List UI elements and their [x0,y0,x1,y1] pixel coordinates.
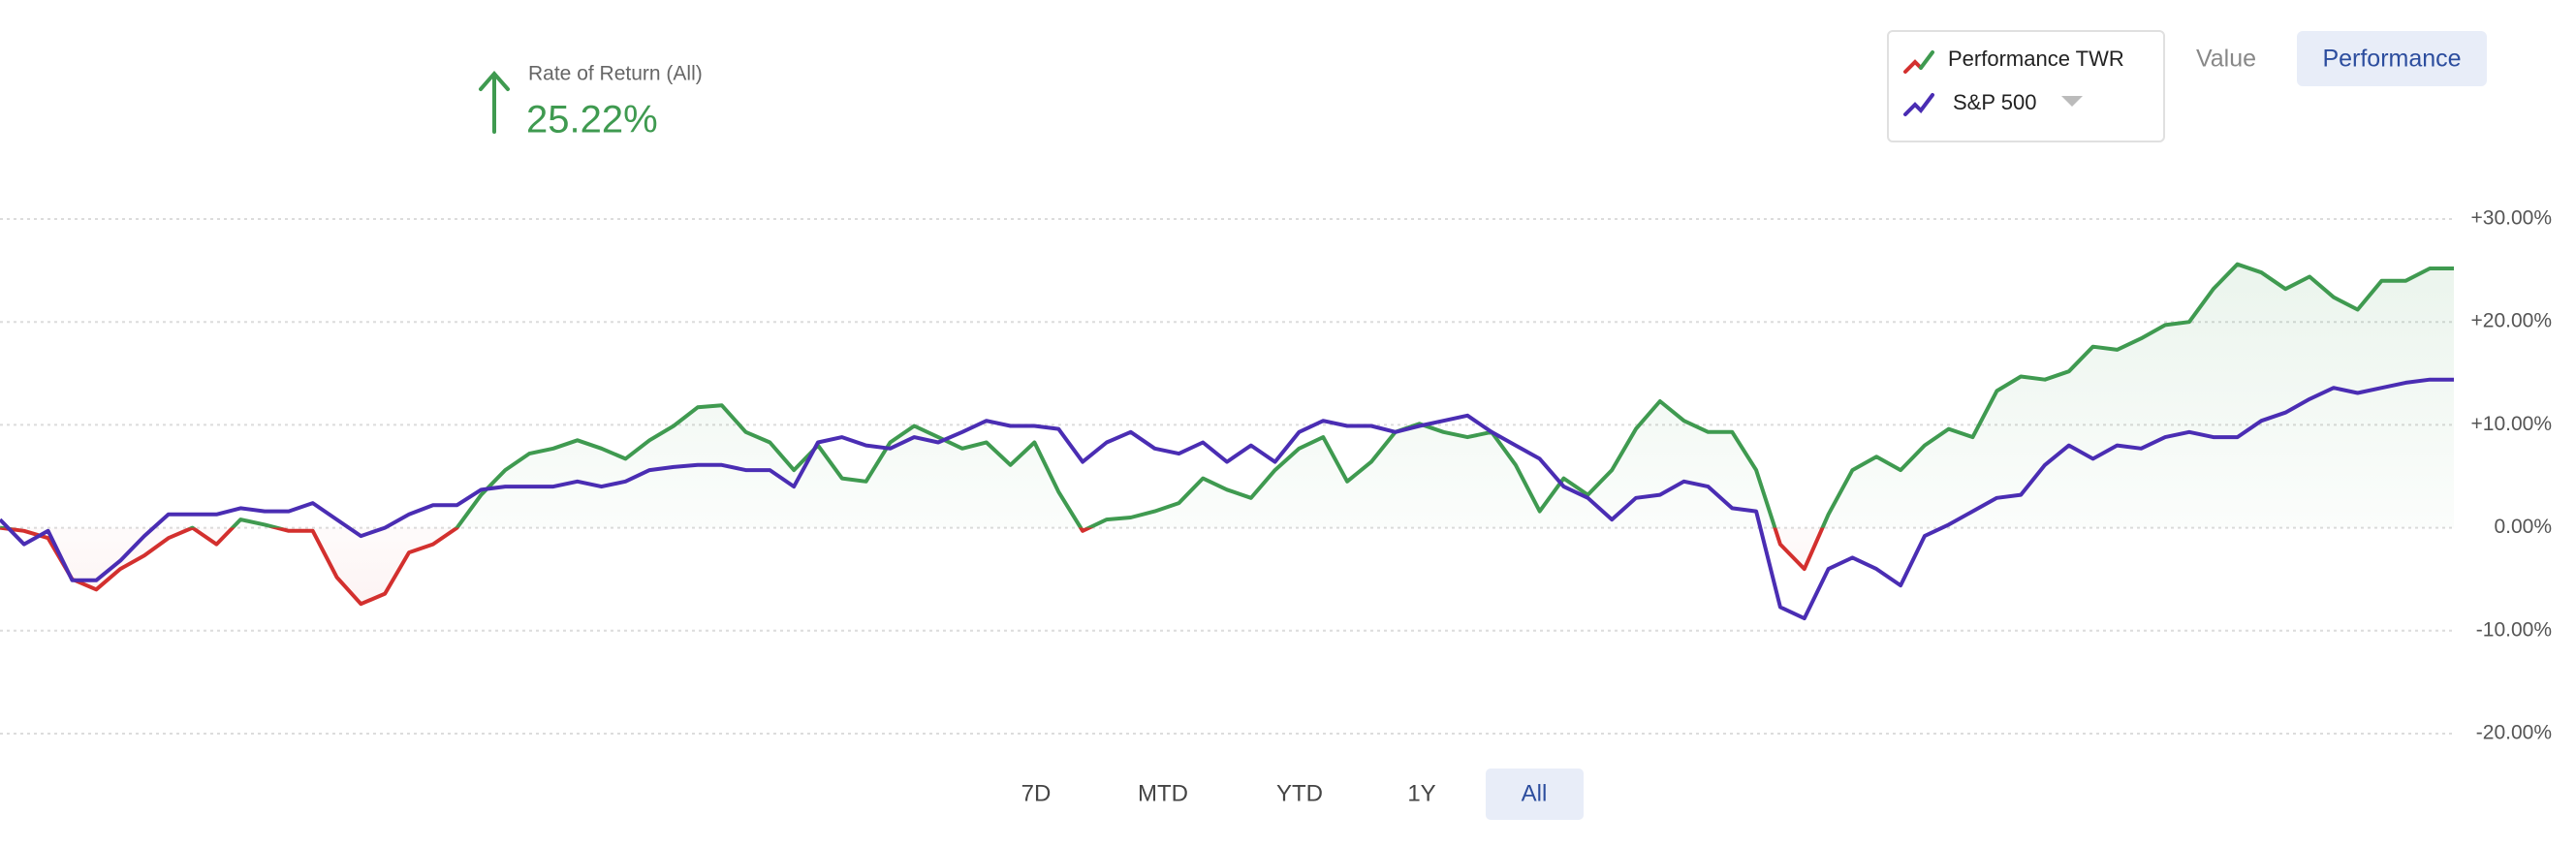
view-button[interactable]: Value [2196,46,2256,73]
range-button-active-bg[interactable] [1486,769,1584,820]
dropdown-caret[interactable] [2061,96,2083,107]
return-value: 25.22% [526,99,658,141]
legend-label[interactable]: S&P 500 [1953,90,2036,114]
legend-icon [1903,93,1934,116]
return-arrow [479,70,510,134]
range-button[interactable]: 1Y [1407,780,1435,806]
y-tick-label: +10.00% [2471,413,2553,435]
y-tick-label: +20.00% [2471,310,2553,332]
return-label: Rate of Return (All) [528,63,703,85]
view-button-active-bg[interactable] [2297,31,2487,86]
legend-box [1887,30,2165,142]
range-button[interactable]: 7D [1021,780,1052,806]
y-tick-label: -20.00% [2476,722,2552,744]
y-tick-label: -10.00% [2476,618,2552,641]
y-tick-label: +30.00% [2471,207,2553,230]
area-fill [0,264,2454,605]
range-button[interactable]: YTD [1276,780,1323,806]
legend-icon [1903,50,1934,74]
series-line [0,262,2454,607]
range-button[interactable]: MTD [1138,780,1188,806]
series-line [0,377,2454,621]
y-tick-label: 0.00% [2494,516,2552,538]
view-button[interactable]: Performance [2322,46,2461,73]
legend-label: Performance TWR [1948,47,2124,71]
range-button[interactable]: All [1522,780,1548,806]
